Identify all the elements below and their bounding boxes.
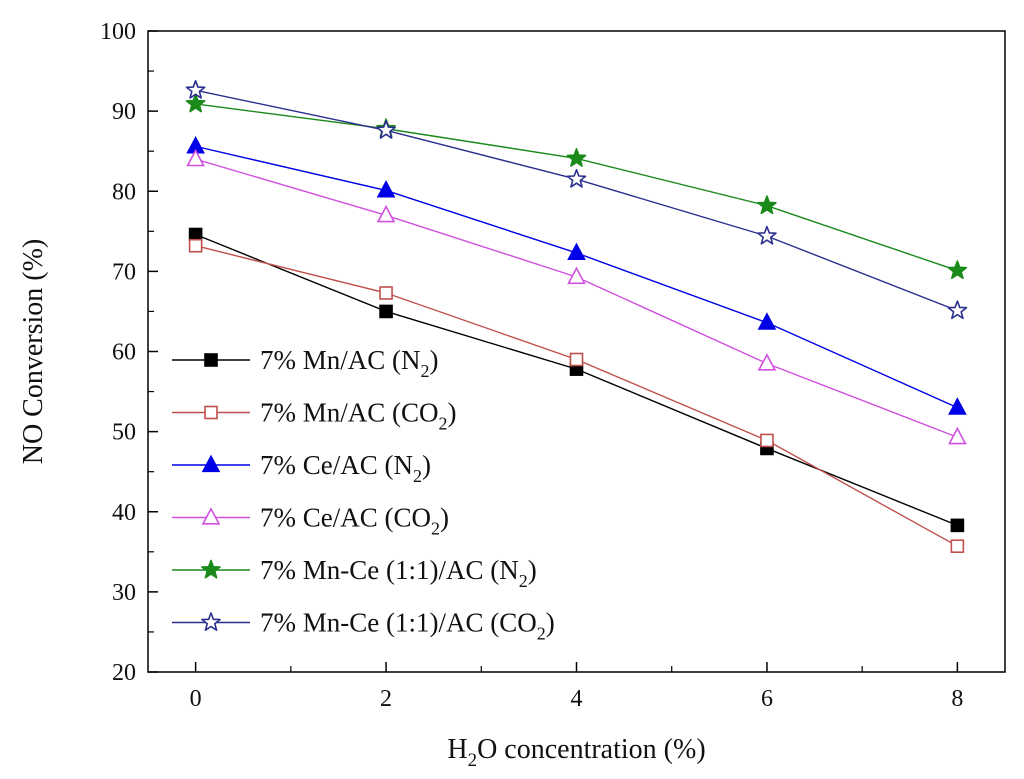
series-4	[186, 148, 967, 445]
data-point	[948, 397, 967, 415]
data-point	[379, 304, 393, 319]
data-point	[757, 353, 777, 371]
data-point	[566, 148, 587, 167]
legend-marker	[201, 612, 221, 631]
y-tick-label: 70	[112, 259, 136, 285]
x-tick-label: 8	[951, 686, 963, 712]
data-point	[186, 148, 205, 167]
legend-marker	[201, 454, 221, 473]
legend-label: 7% Mn-Ce (1:1)/AC (N2)	[260, 555, 537, 591]
data-point	[950, 539, 965, 554]
data-point	[757, 195, 777, 215]
data-point	[566, 168, 587, 188]
x-axis-title: H2O concentration (%)	[447, 734, 705, 771]
series-line	[195, 158, 958, 438]
legend-marker	[201, 507, 221, 525]
series-2	[188, 238, 965, 554]
data-point	[948, 426, 967, 445]
y-tick-label: 100	[100, 19, 136, 45]
data-point	[376, 120, 396, 139]
legend: 7% Mn/AC (N2) 7% Mn/AC (CO2) 7% Ce/AC (N2)…	[172, 345, 555, 644]
data-point	[376, 204, 396, 223]
data-point	[569, 352, 584, 367]
series-layer	[185, 79, 968, 554]
legend-item-4: 7% Ce/AC (CO2)	[172, 503, 449, 539]
x-tick-label: 6	[761, 686, 773, 712]
legend-marker	[201, 559, 221, 579]
data-point	[760, 433, 774, 448]
legend-label: 7% Ce/AC (CO2)	[260, 503, 449, 539]
legend-item-5: 7% Mn-Ce (1:1)/AC (N2)	[172, 555, 537, 591]
data-point	[185, 79, 206, 99]
data-point	[185, 93, 206, 113]
series-line	[195, 245, 958, 547]
series-3	[186, 136, 967, 415]
y-tick-label: 20	[112, 660, 136, 686]
data-point	[567, 242, 586, 261]
series-6	[185, 79, 968, 320]
x-tick-label: 2	[380, 686, 392, 712]
legend-item-2: 7% Mn/AC (CO2)	[172, 398, 457, 434]
y-axis-title: NO Conversion (%)	[18, 239, 49, 465]
legend-marker	[204, 353, 218, 367]
data-point	[947, 260, 968, 280]
y-tick-label: 40	[112, 500, 136, 526]
data-point	[757, 312, 777, 330]
y-tick-label: 90	[112, 99, 136, 125]
data-point	[567, 266, 586, 285]
x-tick-label: 4	[571, 686, 583, 712]
data-point	[188, 238, 203, 253]
legend-marker	[204, 405, 218, 420]
data-point	[188, 227, 203, 242]
legend-label: 7% Mn-Ce (1:1)/AC (CO2)	[260, 608, 555, 644]
data-point	[757, 225, 777, 245]
y-tick-label: 30	[112, 580, 136, 606]
data-point	[376, 180, 396, 198]
data-point	[379, 286, 393, 300]
data-point	[947, 300, 968, 320]
legend-label: 7% Mn/AC (CO2)	[260, 398, 457, 434]
legend-item-6: 7% Mn-Ce (1:1)/AC (CO2)	[172, 608, 555, 644]
x-tick-label: 0	[190, 686, 202, 712]
legend-item-3: 7% Ce/AC (N2)	[172, 450, 431, 486]
legend-label: 7% Mn/AC (N2)	[260, 345, 439, 381]
y-tick-label: 50	[112, 420, 136, 446]
data-point	[950, 518, 965, 533]
legend-label: 7% Ce/AC (N2)	[260, 450, 431, 486]
y-tick-label: 80	[112, 179, 136, 205]
legend-item-1: 7% Mn/AC (N2)	[172, 345, 439, 381]
y-tick-label: 60	[112, 340, 136, 366]
axes: 20 30 40 50 60 70 80 90 100 0 2 4 6 8	[100, 19, 1006, 712]
